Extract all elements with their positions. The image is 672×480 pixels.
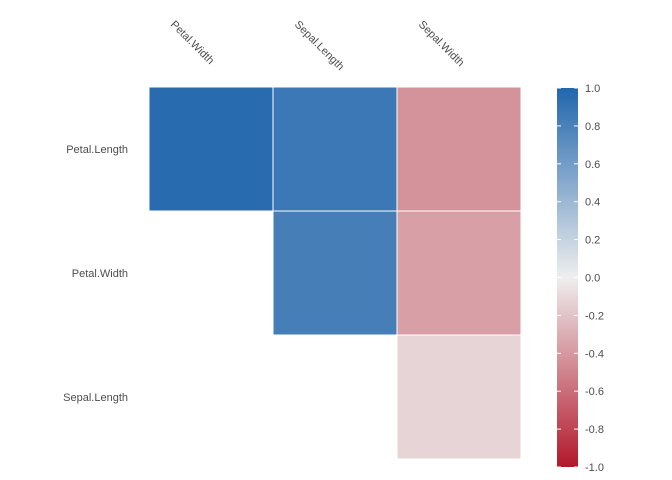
column-labels: Petal.Width Sepal.Length Sepal.Width <box>168 19 466 73</box>
legend-tick-label: -0.8 <box>585 424 604 436</box>
column-label: Petal.Width <box>168 19 216 67</box>
legend-tick-label: 0.0 <box>585 273 600 285</box>
heatmap-cell <box>396 210 522 336</box>
legend-tick-label: 1.0 <box>585 83 600 95</box>
legend-color-bar <box>557 88 578 467</box>
legend-tick-label: -0.6 <box>585 386 604 398</box>
legend-tick-label: 0.6 <box>585 159 600 171</box>
legend-tick-label: 0.8 <box>585 121 600 133</box>
heatmap-cell <box>272 210 398 336</box>
row-labels: Petal.Length Petal.Width Sepal.Length <box>63 144 128 404</box>
column-label: Sepal.Width <box>416 19 466 69</box>
heatmap-cell <box>396 334 522 460</box>
legend-tick-label: 0.4 <box>585 197 600 209</box>
heatmap-cell <box>396 86 522 212</box>
legend-tick-label: 0.2 <box>585 235 600 247</box>
row-label: Petal.Width <box>72 268 128 280</box>
legend-tick-label: -0.2 <box>585 310 604 322</box>
heatmap-cell <box>272 86 398 212</box>
row-label: Sepal.Length <box>63 392 128 404</box>
legend-tick-label: -1.0 <box>585 462 604 474</box>
legend-tick-label: -0.4 <box>585 348 604 360</box>
column-label: Sepal.Length <box>292 19 346 73</box>
heatmap-cell <box>148 86 274 212</box>
color-legend: 1.0 0.8 0.6 0.4 0.2 0.0 -0.2 -0.4 -0.6 -0.8 -1.0 <box>557 83 604 474</box>
heatmap-cells <box>148 86 522 460</box>
row-label: Petal.Length <box>66 144 128 156</box>
